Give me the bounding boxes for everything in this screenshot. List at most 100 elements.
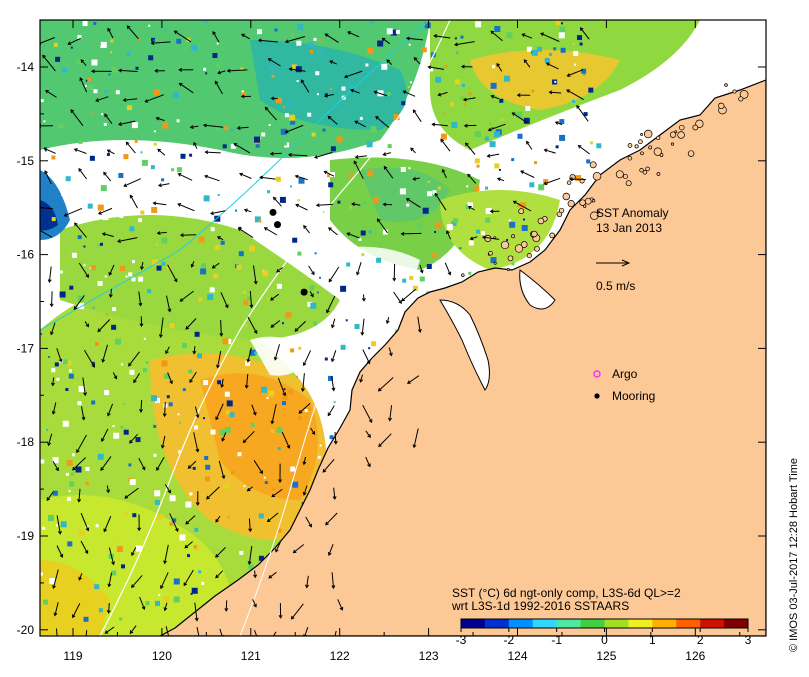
sst-pixel <box>46 221 48 223</box>
island <box>592 199 595 202</box>
sst-pixel <box>154 490 160 496</box>
sst-pixel <box>534 141 540 147</box>
island <box>585 198 591 204</box>
sst-pixel <box>350 207 352 209</box>
colorbar-segment <box>509 619 533 628</box>
sst-pixel <box>199 237 205 243</box>
sst-pixel <box>251 423 255 427</box>
sst-pixel <box>85 85 87 87</box>
sst-pixel <box>126 276 128 278</box>
sst-pixel <box>349 173 353 177</box>
sst-pixel <box>123 403 125 405</box>
island <box>678 132 685 139</box>
sst-pixel <box>221 241 225 245</box>
sst-pixel <box>291 33 294 36</box>
sst-pixel <box>111 325 116 330</box>
sst-pixel <box>455 37 457 39</box>
sst-pixel <box>141 151 143 153</box>
sst-pixel <box>143 537 145 539</box>
current-vector-head <box>36 206 39 209</box>
sst-pixel <box>516 112 522 118</box>
sst-pixel <box>157 169 162 174</box>
sst-pixel <box>406 147 408 149</box>
sst-pixel <box>41 99 44 102</box>
sst-pixel <box>204 195 210 201</box>
island <box>616 171 623 178</box>
lon-tick-label: 123 <box>419 649 439 663</box>
sst-pixel <box>271 430 274 433</box>
colorbar-segment <box>461 619 485 628</box>
sst-pixel <box>171 168 174 171</box>
sst-pixel <box>93 22 96 25</box>
colorbar-segment <box>485 619 509 628</box>
colorbar-segment <box>605 619 629 628</box>
island <box>568 200 574 206</box>
sst-pixel <box>83 246 85 248</box>
island <box>535 246 540 251</box>
sst-pixel <box>79 530 85 536</box>
sst-pixel <box>522 225 528 231</box>
colorbar-segment <box>533 619 557 628</box>
island <box>531 231 537 237</box>
sst-pixel <box>369 95 372 98</box>
sst-pixel <box>98 205 104 211</box>
sst-pixel <box>292 482 298 488</box>
sst-pixel <box>60 292 66 298</box>
sst-pixel <box>121 426 124 429</box>
colorbar-segment <box>676 619 700 628</box>
sst-pixel <box>494 26 500 32</box>
sst-pixel <box>391 276 393 278</box>
sst-pixel <box>325 358 328 361</box>
sst-pixel <box>308 408 311 411</box>
sst-pixel <box>408 86 410 88</box>
sst-pixel <box>277 284 282 289</box>
sst-pixel <box>90 156 95 161</box>
sst-pixel <box>309 285 314 290</box>
sst-pixel <box>201 263 206 268</box>
colorbar-tick-label: 3 <box>745 633 752 647</box>
sst-pixel <box>289 115 295 121</box>
sst-pixel <box>290 467 295 472</box>
sst-pixel <box>243 291 246 294</box>
sst-pixel <box>231 471 235 475</box>
sst-pixel <box>127 52 131 56</box>
lat-tick-label: -17 <box>17 341 35 355</box>
sst-pixel <box>596 143 601 148</box>
sst-pixel <box>43 567 46 570</box>
sst-pixel <box>320 445 322 447</box>
sst-pixel <box>447 224 453 230</box>
sst-pixel <box>469 92 472 95</box>
sst-pixel <box>553 47 556 50</box>
sst-pixel <box>185 502 191 508</box>
sst-pixel <box>307 113 311 117</box>
sst-pixel <box>153 425 156 428</box>
sst-pixel <box>559 27 565 33</box>
sst-pixel <box>100 243 103 246</box>
sst-pixel <box>180 535 186 541</box>
sst-pixel <box>259 224 265 230</box>
island <box>590 162 596 168</box>
sst-pixel <box>203 380 208 385</box>
sst-pixel <box>215 245 220 250</box>
sst-pixel <box>315 252 317 254</box>
sst-pixel <box>572 100 575 103</box>
sst-pixel <box>178 413 180 415</box>
lat-tick-label: -15 <box>17 154 35 168</box>
sst-pixel <box>561 48 566 53</box>
sst-pixel <box>157 266 162 271</box>
sst-pixel <box>203 68 206 71</box>
sst-pixel <box>144 338 146 340</box>
sst-pixel <box>310 303 316 309</box>
sst-pixel <box>337 201 340 204</box>
colorbar-segment <box>557 619 581 628</box>
sst-pixel <box>197 353 202 358</box>
sst-pixel <box>153 40 155 42</box>
sst-pixel <box>313 322 317 326</box>
lon-tick-label: 119 <box>63 649 82 663</box>
sst-pixel <box>108 142 112 146</box>
island <box>626 181 631 186</box>
sst-pixel <box>367 141 373 147</box>
sst-pixel <box>167 395 170 398</box>
sst-pixel <box>298 416 302 420</box>
sst-pixel <box>194 545 197 548</box>
